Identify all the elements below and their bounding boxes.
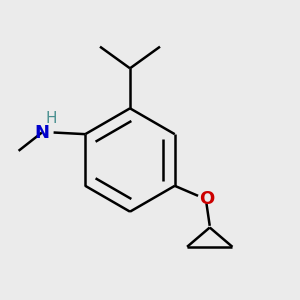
Text: O: O [199,190,214,208]
Text: H: H [46,111,57,126]
Text: N: N [34,124,50,142]
